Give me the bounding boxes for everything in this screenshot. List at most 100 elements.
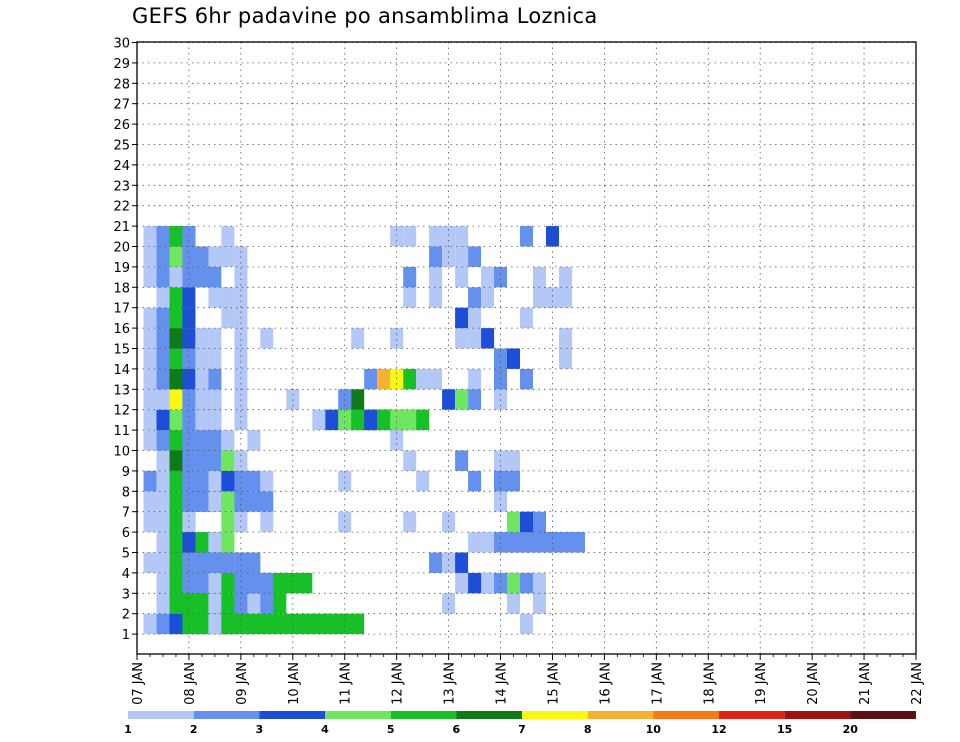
heatmap-cell	[507, 450, 520, 471]
heatmap-cell	[520, 307, 533, 329]
colorbar-label: 3	[255, 723, 263, 736]
heatmap-cell	[234, 348, 248, 369]
heatmap-cell	[351, 389, 365, 410]
x-tick-label: 07 JAN	[131, 662, 146, 705]
x-tick-label: 08 JAN	[183, 662, 198, 705]
heatmap-cell	[494, 348, 507, 369]
colorbar-swatch	[587, 711, 654, 719]
heatmap-cell	[234, 572, 274, 594]
heatmap-cell	[156, 368, 170, 390]
colorbar-label: 4	[321, 723, 329, 736]
heatmap-cell	[546, 226, 559, 247]
heatmap-cell	[182, 368, 196, 390]
heatmap-cell	[468, 470, 482, 492]
heatmap-cell	[247, 593, 261, 614]
heatmap-cell	[156, 328, 170, 349]
heatmap-cell	[481, 328, 495, 349]
heatmap-cell	[182, 226, 196, 247]
heatmap-cell	[156, 246, 170, 267]
y-tick-label: 29	[113, 57, 130, 72]
heatmap-cell	[260, 511, 274, 533]
heatmap-cell	[208, 328, 222, 349]
heatmap-cell	[377, 368, 391, 390]
heatmap-cell	[221, 450, 235, 471]
heatmap-cell	[390, 430, 404, 451]
heatmap-cell	[312, 409, 326, 431]
heatmap-cell	[416, 470, 430, 492]
colorbar-label: 5	[387, 723, 395, 736]
x-tick-label: 09 JAN	[235, 662, 250, 705]
heatmap-cell	[403, 368, 417, 390]
heatmap-cell	[221, 532, 235, 553]
colorbar-swatch	[390, 711, 457, 719]
heatmap-cell	[208, 409, 222, 431]
heatmap-cell	[234, 552, 261, 573]
heatmap-cell	[455, 266, 469, 288]
heatmap-cell	[429, 266, 443, 288]
heatmap-cell	[208, 552, 235, 573]
x-tick-label: 15 JAN	[546, 662, 561, 705]
y-tick-label: 11	[113, 424, 130, 439]
heatmap-cell	[208, 593, 222, 614]
heatmap-cell	[143, 613, 157, 635]
colorbar-swatch	[784, 711, 851, 719]
y-tick-label: 27	[113, 98, 130, 113]
y-tick-label: 5	[122, 547, 130, 562]
heatmap-cell	[143, 511, 170, 533]
heatmap-cell	[403, 226, 417, 247]
colorbar-label: 1	[124, 723, 132, 736]
heatmap-cell	[169, 409, 183, 431]
heatmap-cell	[364, 368, 378, 390]
heatmap-cell	[221, 613, 365, 635]
y-tick-label: 19	[113, 261, 130, 276]
x-tick-label: 16 JAN	[598, 662, 613, 705]
heatmap-cell	[403, 511, 417, 533]
y-tick-label: 25	[113, 139, 130, 154]
heatmap-cell	[403, 266, 417, 288]
heatmap-cell	[195, 409, 209, 431]
x-tick-label: 18 JAN	[702, 662, 717, 705]
heatmap-cell	[169, 450, 183, 471]
heatmap-cell	[520, 226, 533, 247]
heatmap-cell	[221, 430, 235, 451]
heatmap-cell	[156, 389, 170, 410]
heatmap-cell	[156, 348, 170, 369]
heatmap-cell	[494, 368, 507, 390]
heatmap-cell	[195, 348, 209, 369]
heatmap-cell	[468, 307, 482, 329]
heatmap-cell	[195, 328, 209, 349]
heatmap-cell	[234, 409, 248, 431]
heatmap-cell	[221, 246, 235, 267]
y-tick-label: 24	[113, 159, 130, 174]
y-tick-label: 9	[122, 465, 130, 480]
heatmap-cell	[351, 328, 365, 349]
heatmap-cell	[429, 226, 443, 247]
colorbar-swatch	[653, 711, 719, 719]
heatmap-cell	[520, 368, 533, 390]
heatmap-cell	[546, 287, 559, 308]
y-tick-label: 1	[122, 628, 130, 643]
heatmap-cell	[208, 613, 222, 635]
y-tick-label: 12	[113, 404, 130, 419]
heatmap-cell	[182, 266, 222, 288]
heatmap-cell	[169, 246, 183, 267]
heatmap-cell	[559, 348, 572, 369]
heatmap-cell	[377, 409, 391, 431]
colorbar-label: 20	[843, 723, 859, 736]
heatmap-cell	[156, 266, 170, 288]
colorbar-label: 8	[584, 723, 592, 736]
y-tick-label: 2	[122, 608, 130, 623]
colorbar-swatch	[850, 711, 916, 719]
heatmap-cell	[507, 593, 520, 614]
heatmap-cell	[494, 491, 507, 512]
heatmap-cell	[494, 470, 520, 492]
heatmap-cell	[403, 450, 417, 471]
colorbar-label: 12	[711, 723, 726, 736]
x-tick-label: 13 JAN	[443, 662, 458, 705]
heatmap-cell	[468, 368, 482, 390]
heatmap-cell	[156, 226, 170, 247]
y-tick-label: 16	[113, 322, 130, 337]
heatmap-cell	[481, 287, 495, 308]
x-tick-label: 21 JAN	[858, 662, 873, 705]
heatmap-cell	[156, 470, 170, 492]
